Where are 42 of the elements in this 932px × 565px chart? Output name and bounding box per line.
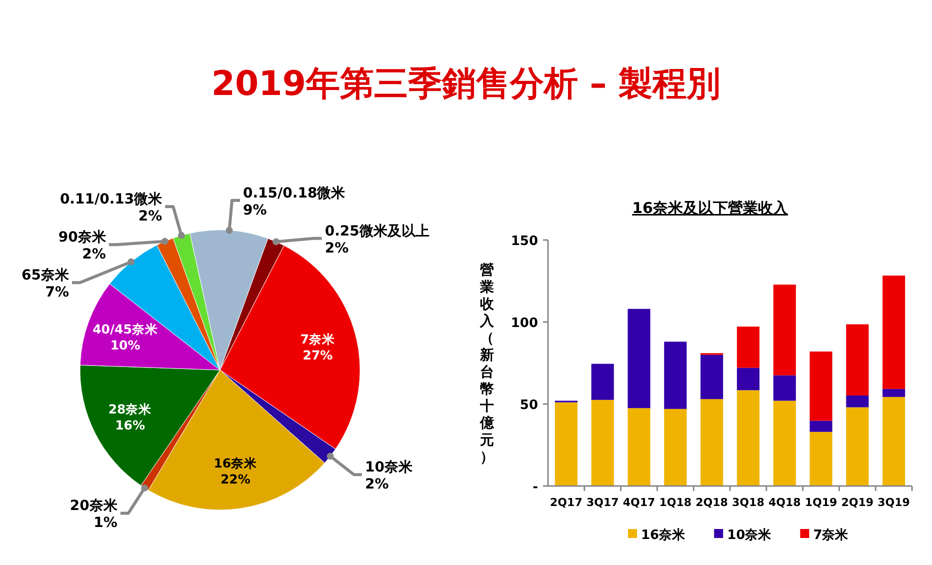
x-tick-label: 2Q19 — [841, 496, 874, 509]
y-tick-label: 150 — [510, 234, 538, 249]
slice-label: 16奈米 — [214, 456, 258, 471]
text: 營業收入（新台幣十億元） — [480, 262, 494, 466]
x-tick-label: 2Q17 — [550, 496, 582, 509]
data-label: 16% — [115, 417, 146, 432]
x-tick-label: 3Q18 — [732, 496, 764, 509]
slice-label: 65奈米 — [22, 268, 70, 284]
chart-title: 16奈米及以下營業收入 — [632, 199, 789, 217]
data-label: 2% — [324, 240, 349, 256]
slice-label: 28奈米 — [108, 401, 153, 416]
x-tick-label: 3Q19 — [878, 496, 910, 509]
data-label: 2% — [364, 476, 389, 493]
data-label: 2% — [82, 246, 106, 263]
y-tick-label: - — [532, 480, 538, 495]
data-label: 1% — [94, 515, 118, 532]
slice-label: 7奈米 — [300, 331, 336, 346]
data-label: 7% — [45, 284, 69, 301]
slice-label: 0.11/0.13微米 — [60, 192, 164, 208]
x-tick-label: 2Q18 — [696, 496, 728, 509]
data-label: 2% — [138, 208, 162, 225]
slice-label: 90奈米 — [58, 230, 107, 246]
x-tick-label: 3Q17 — [586, 496, 619, 509]
data-label: 27% — [302, 347, 334, 362]
legend-label: 16奈米 — [641, 528, 686, 543]
y-tick-label: 100 — [510, 316, 538, 331]
legend-label: 7奈米 — [813, 528, 850, 543]
legend-label: 10奈米 — [727, 528, 772, 543]
data-label: 22% — [220, 472, 251, 487]
x-tick-label: 1Q18 — [659, 496, 692, 509]
data-label: 10% — [110, 338, 141, 353]
x-tick-label: 1Q19 — [804, 496, 838, 509]
y-tick-label: 50 — [520, 398, 538, 413]
data-label: 9% — [243, 202, 267, 218]
slice-label: 40/45奈米 — [92, 322, 159, 337]
slice-label: 0.15/0.18微米 — [243, 185, 346, 202]
x-tick-label: 4Q17 — [622, 496, 656, 509]
slice-label: 0.25微米及以上 — [324, 223, 430, 240]
slice-label: 10奈米 — [364, 460, 414, 476]
slice-label: 20奈米 — [70, 498, 118, 514]
chart-title: 2019年第三季銷售分析 – 製程別 — [211, 64, 721, 104]
x-tick-label: 4Q18 — [768, 496, 801, 509]
